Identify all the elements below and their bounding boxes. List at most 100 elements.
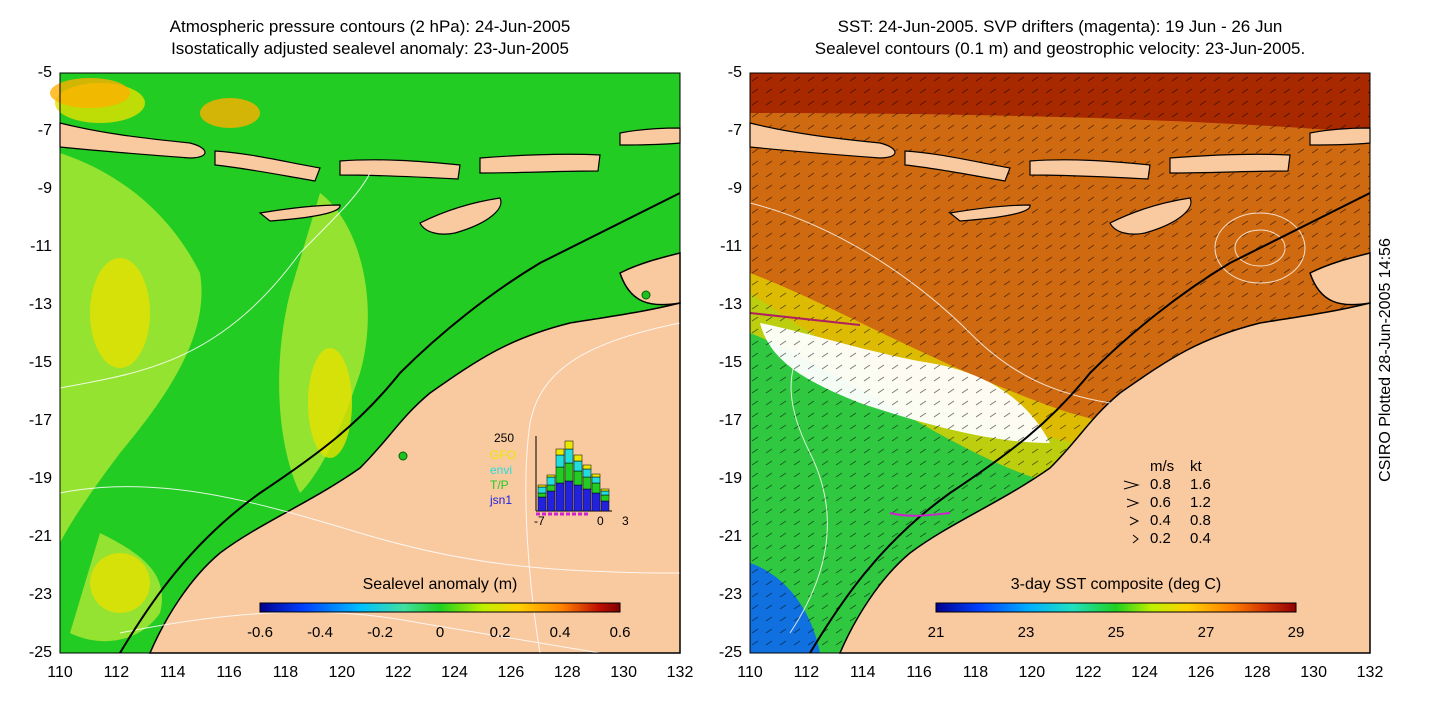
histogram-bar-segment	[573, 460, 583, 472]
left-title-line1: Atmospheric pressure contours (2 hPa): 2…	[169, 17, 571, 36]
histogram-bar-segment	[555, 466, 565, 484]
left-x-tick: 130	[610, 664, 637, 681]
left-x-tick: 126	[497, 664, 525, 681]
pressure-contours	[59, 172, 681, 654]
velocity-ms-value: 0.6	[1150, 494, 1171, 511]
right-y-tick: -19	[718, 470, 742, 487]
histogram-bar-segment	[564, 462, 574, 482]
left-title-line2: Isostatically adjusted sealevel anomaly:…	[171, 39, 569, 58]
velocity-ms-value: 0.2	[1150, 530, 1171, 547]
right-y-tick: -25	[718, 644, 742, 661]
histogram-bar-segment	[600, 500, 610, 512]
left-x-tick: 120	[328, 664, 356, 681]
right-y-tick: -23	[718, 586, 742, 603]
velocity-ms-value: 0.4	[1150, 512, 1171, 529]
right-x-tick: 132	[1356, 664, 1384, 681]
right-colorbar-tick: 29	[1287, 624, 1305, 641]
plot-credit-text: CSIRO Plotted 28-Jun-2005 14:56	[1377, 238, 1394, 482]
velocity-legend-arrow	[1126, 498, 1140, 508]
right-y-tick: -17	[718, 412, 742, 429]
histogram-bar-segment	[582, 476, 592, 490]
left-y-tick: -25	[28, 644, 52, 661]
histogram-bar-segment	[546, 484, 556, 492]
left-y-tick: -23	[28, 586, 52, 603]
histogram-bar-segment	[537, 496, 547, 512]
left-y-tick: -13	[28, 296, 52, 313]
left-x-tick: 132	[666, 664, 694, 681]
histogram-count-label: 250	[494, 431, 515, 445]
right-y-tick: -13	[718, 296, 742, 313]
left-x-tick: 112	[103, 664, 130, 681]
tide-gauge-marker	[641, 290, 651, 300]
sla-colorbar	[259, 602, 621, 613]
right-x-tick: 116	[906, 664, 932, 681]
left-x-tick: 122	[384, 664, 412, 681]
tide-gauge-marker-2	[398, 451, 408, 461]
australia-landmass-right	[838, 302, 1371, 654]
velocity-legend-row: 0.6 1.2	[1138, 494, 1211, 512]
left-x-tick: 124	[441, 664, 468, 681]
right-y-tick: -15	[718, 354, 742, 371]
australia-landmass	[148, 302, 681, 654]
left-title: Atmospheric pressure contours (2 hPa): 2…	[60, 16, 680, 60]
velocity-ms-value: 0.8	[1150, 476, 1171, 493]
histogram-bar-segment	[591, 482, 601, 494]
histogram-x-tick: -7	[534, 514, 545, 528]
velocity-legend-arrow	[1132, 534, 1139, 544]
velocity-kt-value: 0.8	[1190, 512, 1211, 529]
right-colorbar-tick: 27	[1197, 624, 1215, 641]
histogram-bar-segment	[600, 494, 610, 502]
histogram-bar-segment	[573, 484, 583, 512]
left-colorbar-title: Sealevel anomaly (m)	[362, 576, 518, 593]
velocity-kt-value: 1.6	[1190, 476, 1211, 493]
histogram-x-tick: 0	[597, 514, 604, 528]
left-x-tick: 114	[159, 664, 186, 681]
left-x-tick: 128	[553, 664, 581, 681]
left-colorbar-tick: 0	[435, 624, 445, 641]
histogram-bar-segment	[546, 476, 556, 486]
left-colorbar-tick: 0.4	[549, 624, 571, 641]
right-y-tick: -5	[727, 64, 742, 81]
right-x-tick: 120	[1018, 664, 1046, 681]
velocity-legend-arrow	[1123, 480, 1140, 490]
left-colorbar-tick: 0.6	[609, 624, 631, 641]
left-x-tick: 110	[47, 664, 73, 681]
left-colorbar-tick: -0.2	[367, 624, 393, 641]
velocity-unit-kt: kt	[1190, 458, 1202, 475]
histogram-bar-segment	[582, 488, 592, 512]
left-colorbar-tick: 0.2	[489, 624, 511, 641]
right-x-tick: 114	[849, 664, 876, 681]
right-colorbar-tick: 23	[1017, 624, 1035, 641]
velocity-legend-arrow	[1129, 516, 1140, 526]
left-y-tick: -5	[37, 64, 52, 81]
right-x-tick: 128	[1243, 664, 1271, 681]
left-y-tick: -7	[37, 122, 52, 139]
right-colorbar-tick: 21	[927, 624, 945, 641]
indonesian-islands-right	[749, 122, 1371, 235]
velocity-kt-value: 1.2	[1190, 494, 1211, 511]
right-x-tick: 110	[737, 664, 763, 681]
velocity-legend-arrows	[1123, 480, 1140, 544]
left-y-tick: -17	[28, 412, 52, 429]
drifter-track	[889, 512, 951, 517]
histogram-bar-segment	[564, 448, 574, 464]
left-y-tick: -15	[28, 354, 52, 371]
anomaly-patches-orange	[50, 78, 260, 128]
isobath-line	[119, 192, 681, 654]
velocity-legend-rows: 0.8 1.6 0.6 1.2 0.4 0.8 0.2 0.4	[1138, 476, 1211, 548]
histogram-source-label: envi	[490, 463, 513, 477]
velocity-legend-row: 0.4 0.8	[1138, 512, 1211, 530]
sealevel-anomaly-map	[50, 72, 681, 654]
velocity-legend: m/s kt 0.8 1.6 0.6 1.2 0.4 0.8 0.2 0.4	[1138, 458, 1211, 548]
histogram-bar-segment	[537, 484, 547, 488]
histogram-bar-segment	[573, 454, 583, 462]
isobath-line-right	[809, 192, 1371, 654]
histogram-bar-segment	[591, 473, 601, 478]
right-y-tick: -7	[727, 122, 742, 139]
right-title: SST: 24-Jun-2005. SVP drifters (magenta)…	[750, 16, 1370, 60]
histogram-bar-segment	[600, 490, 610, 496]
histogram-bar-segment	[537, 486, 547, 494]
sst-map	[749, 72, 1371, 654]
left-x-tick: 116	[216, 664, 242, 681]
right-y-tick: -11	[720, 238, 742, 255]
